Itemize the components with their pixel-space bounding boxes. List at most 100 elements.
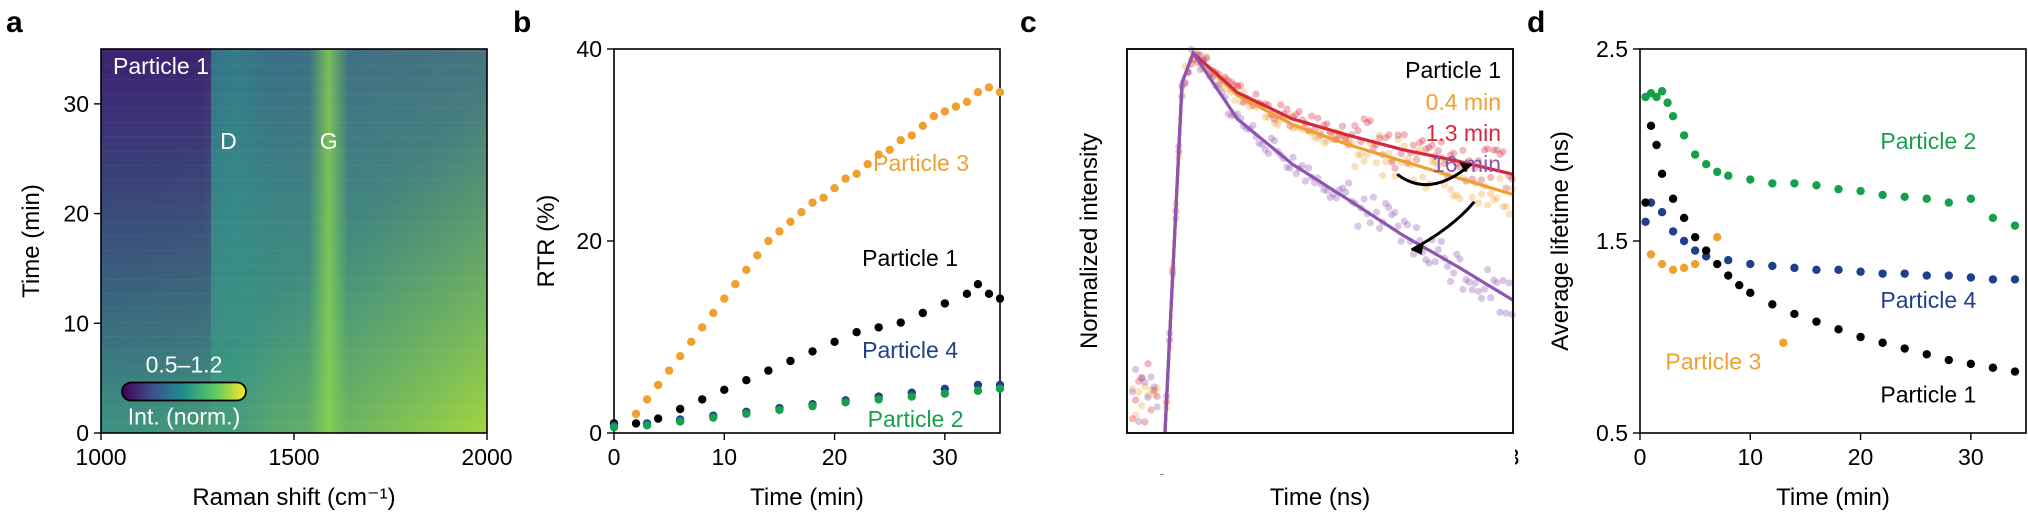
data-point-b [841, 398, 850, 407]
x-axis-label-d: Time (min) [1776, 484, 1890, 511]
decay-point [1394, 222, 1402, 230]
data-point-d [1657, 169, 1667, 178]
data-point-b [962, 289, 972, 298]
annotation-g-band: G [320, 128, 338, 154]
data-point-d [1812, 181, 1821, 190]
data-point-d [1966, 359, 1976, 369]
data-point-b [819, 193, 828, 202]
decay-point [1446, 277, 1455, 286]
decay-point [1487, 294, 1495, 302]
decay-point [1292, 170, 1300, 178]
decay-point [1351, 122, 1359, 130]
decay-point [1141, 383, 1149, 391]
data-point-d [1657, 259, 1667, 269]
data-point-b [742, 376, 751, 385]
decay-point [1391, 164, 1399, 172]
decay-point [1314, 114, 1322, 122]
decay-point [1480, 285, 1489, 293]
decay-point [1375, 134, 1384, 142]
decay-point [1446, 151, 1455, 159]
decay-fit-line [1160, 49, 1514, 475]
decay-point [1388, 211, 1396, 219]
series-label: Particle 1 [1880, 381, 1976, 407]
data-point-d [1657, 87, 1667, 96]
decay-point [1496, 308, 1504, 316]
decay-point [1505, 279, 1513, 287]
decay-point [1135, 388, 1143, 396]
decay-point [1203, 54, 1211, 62]
y-axis-label-c: Normalized intensity [1076, 133, 1103, 349]
decay-point [1218, 83, 1226, 91]
annotation-particle: Particle 1 [113, 53, 209, 79]
data-point-d [1652, 140, 1661, 150]
decay-point [1422, 256, 1430, 264]
data-point-b [709, 413, 718, 422]
decay-point [1477, 190, 1486, 198]
x-axis-label-c: Time (ns) [1270, 484, 1370, 511]
decay-point [1354, 151, 1362, 159]
data-point-d [1735, 280, 1744, 290]
decay-point [1456, 255, 1464, 263]
data-point-d [1834, 325, 1843, 334]
data-point-d [1768, 261, 1777, 271]
plot-frame-b [613, 48, 1001, 434]
decay-point [1283, 105, 1291, 113]
data-point-d [1988, 363, 1998, 372]
decay-point [1144, 393, 1152, 401]
decay-point [1277, 101, 1285, 109]
data-point-b [841, 174, 850, 183]
data-point-b [687, 337, 696, 346]
decay-point [1400, 142, 1408, 150]
data-point-d [1878, 269, 1887, 278]
panel-letter-a: a [6, 6, 23, 39]
decay-point [1375, 224, 1384, 233]
data-point-d [1944, 271, 1954, 280]
x-tick-label-d: 30 [1958, 444, 1984, 470]
data-point-b [709, 308, 718, 318]
y-tick-label-b: 40 [576, 36, 602, 62]
decay-point [1413, 155, 1421, 164]
decay-point [1437, 237, 1445, 245]
decay-point [1147, 386, 1155, 394]
data-point-d [1779, 338, 1788, 347]
y-tick-label-a: 0 [76, 420, 89, 446]
data-point-b [742, 265, 751, 274]
decay-point [1425, 144, 1433, 152]
data-point-d [1679, 263, 1689, 273]
data-point-b [653, 414, 663, 423]
decay-point [1372, 208, 1381, 216]
decay-point [1391, 172, 1399, 180]
x-tick-label-b: 30 [932, 444, 958, 470]
data-point-d [1641, 198, 1650, 207]
decay-point [1363, 151, 1371, 159]
decay-point [1274, 121, 1282, 129]
decay-point [1425, 259, 1433, 267]
decay-point [1147, 373, 1155, 381]
data-point-d [1900, 344, 1909, 353]
data-point-d [1922, 271, 1931, 280]
decay-point [1138, 401, 1146, 410]
decay-point [1360, 115, 1368, 123]
x-tick-label-d: 10 [1737, 444, 1763, 470]
data-point-d [2010, 275, 2020, 284]
decay-point [1372, 159, 1381, 167]
decay-point [1450, 269, 1458, 277]
data-point-d [1878, 338, 1887, 347]
data-point-d [1641, 217, 1650, 226]
y-tick-label-d: 0.5 [1596, 420, 1628, 446]
plot-frame-d [1639, 48, 2027, 434]
data-point-b [918, 121, 927, 130]
data-point-b [874, 150, 883, 159]
decay-point [1341, 135, 1350, 143]
y-tick-label-b: 20 [576, 228, 602, 254]
decay-point [1382, 158, 1390, 166]
data-point-d [1701, 246, 1711, 255]
decay-point [1385, 203, 1393, 212]
decay-point [1490, 146, 1498, 154]
decay-point [1144, 360, 1152, 368]
decay-point [1409, 250, 1418, 258]
decay-point [1230, 96, 1239, 105]
plot-overflow-mask [1125, 434, 1515, 474]
decay-point [1431, 258, 1439, 266]
